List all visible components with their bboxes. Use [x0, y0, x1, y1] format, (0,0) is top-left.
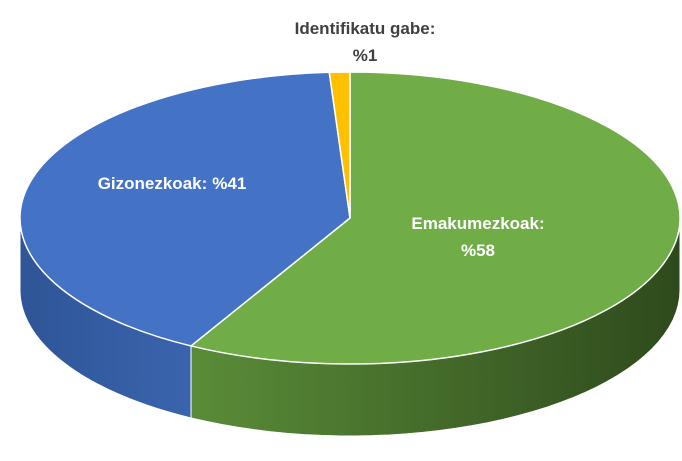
slice [328, 71, 351, 219]
data-label: Gizonezkoak: %41 [98, 174, 247, 193]
label-value: %1 [353, 46, 378, 65]
slice [189, 71, 681, 365]
label-value: %58 [461, 241, 495, 260]
data-label: Emakumezkoak: %58 [411, 214, 544, 260]
label-category: Identifikatu gabe: [295, 19, 436, 38]
label-value: %41 [212, 174, 246, 193]
data-label: Identifikatu gabe: %1 [295, 19, 436, 65]
label-category: Emakumezkoak: [411, 214, 544, 233]
label-category: Gizonezkoak: [98, 174, 208, 193]
slice [19, 71, 351, 347]
